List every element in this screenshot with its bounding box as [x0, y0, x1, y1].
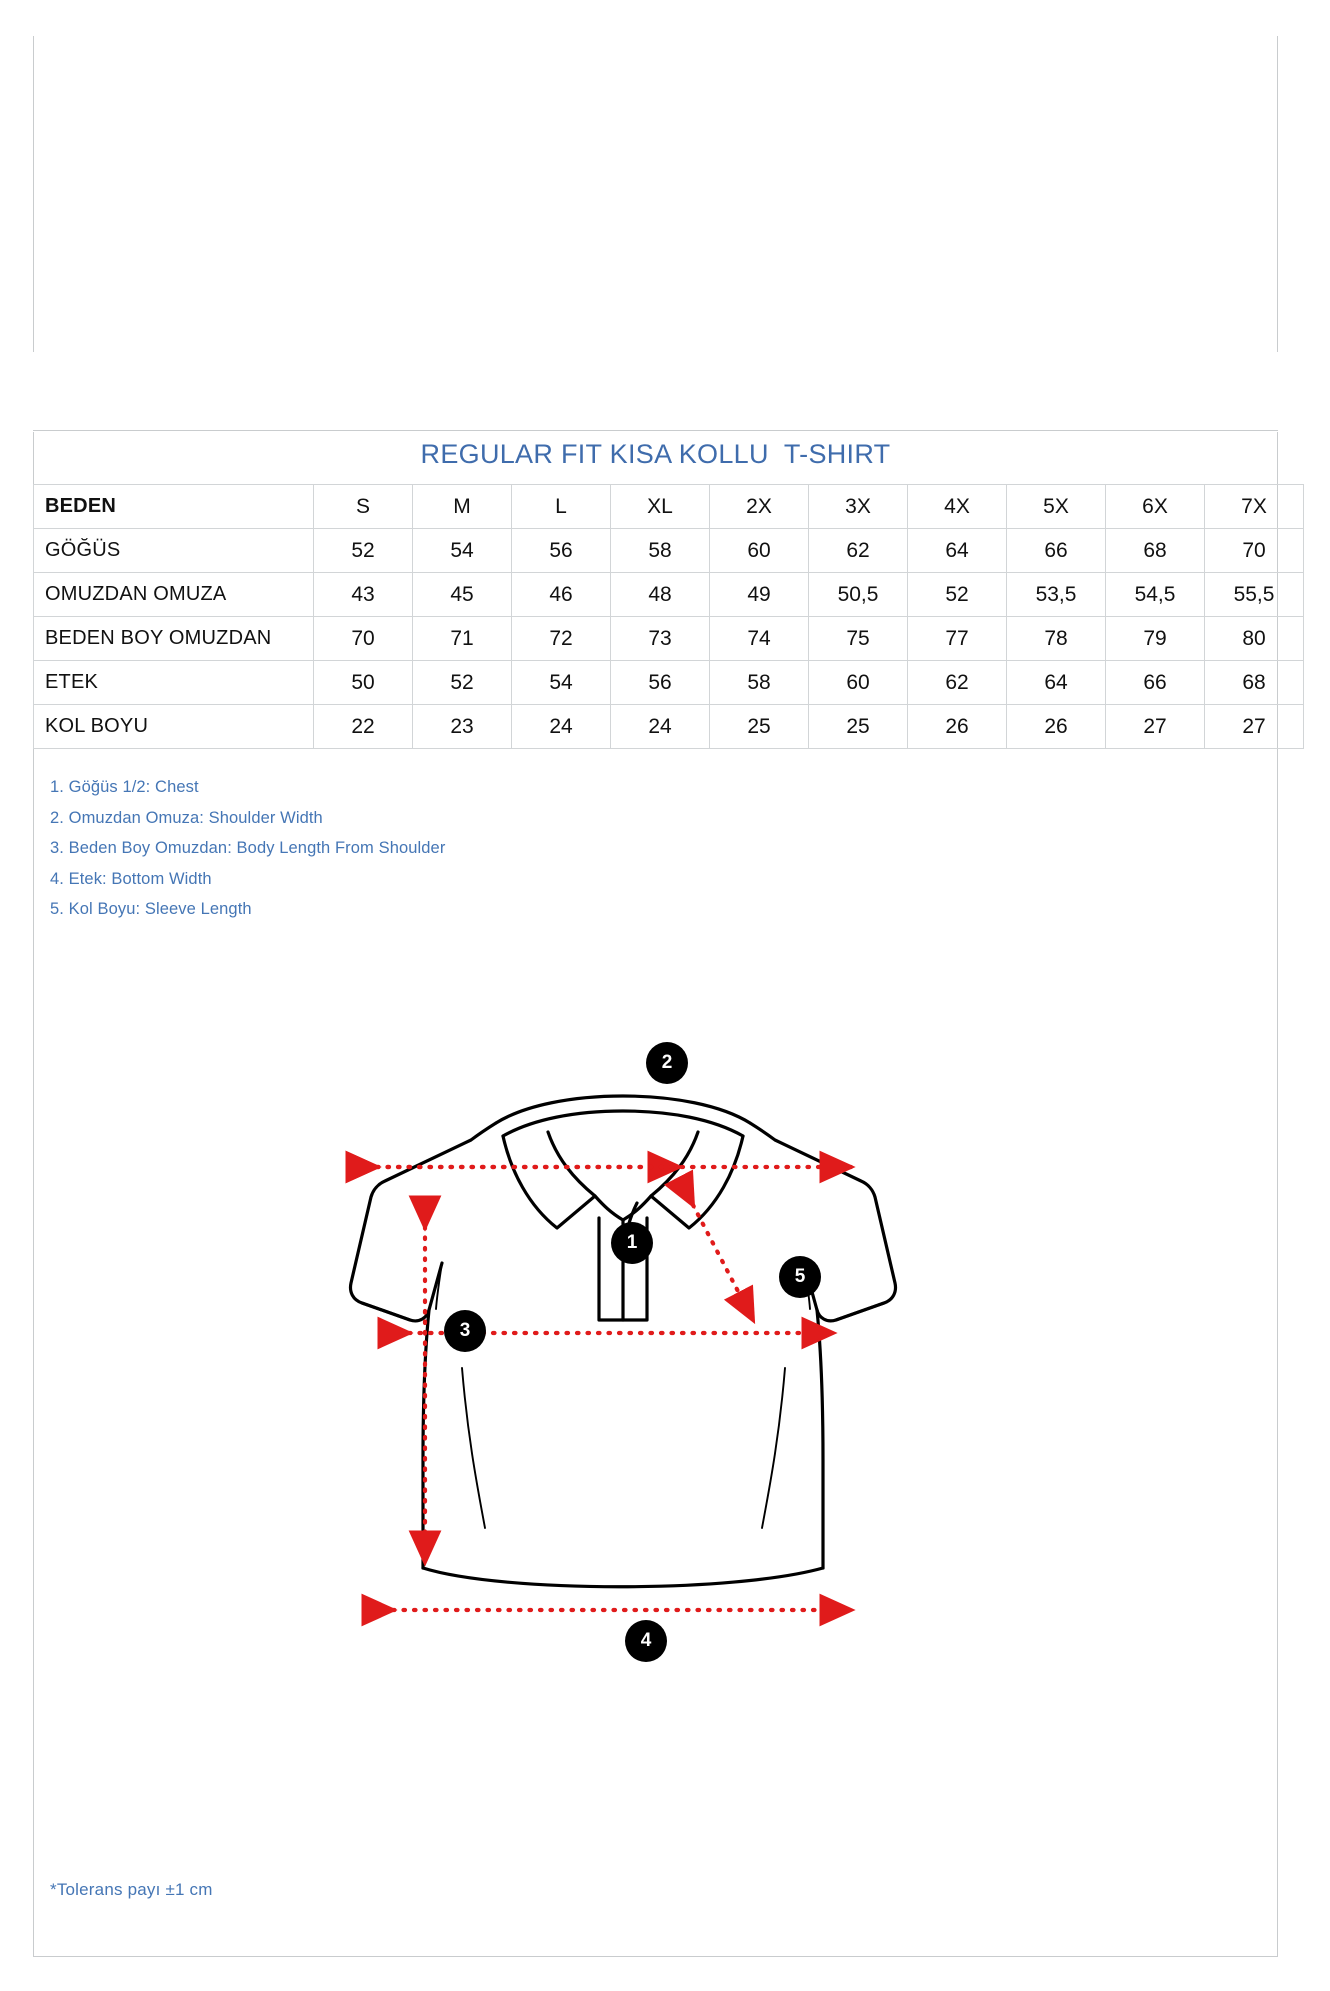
size-chart-table-container: BEDEN S M L XL 2X 3X 4X 5X 6X 7X GÖĞÜS 52 54 56 58 60 62 6… — [33, 484, 1304, 749]
size-column-header: 4X — [907, 484, 1007, 529]
measurement-value: 70 — [1204, 528, 1304, 573]
frame-mask-top — [20, 20, 1310, 36]
marker-5-badge: 5 — [779, 1256, 821, 1298]
frame-mask-left — [20, 352, 42, 432]
measurement-name: KOL BOYU — [33, 704, 314, 749]
measurement-value: 26 — [1006, 704, 1106, 749]
legend-item: 4. Etek: Bottom Width — [50, 869, 212, 888]
table-header-row: BEDEN S M L XL 2X 3X 4X 5X 6X 7X — [33, 484, 1304, 529]
measurement-value: 26 — [907, 704, 1007, 749]
measurement-value: 23 — [412, 704, 512, 749]
measurement-name: ETEK — [33, 660, 314, 705]
measurement-value: 50,5 — [808, 572, 908, 617]
table-row: KOL BOYU 22 23 24 24 25 25 26 26 27 27 — [33, 704, 1304, 749]
garment-diagram: 2 1 5 3 4 — [33, 1020, 1278, 1810]
table-row: BEDEN BOY OMUZDAN 70 71 72 73 74 75 77 78 79 80 — [33, 616, 1304, 661]
measurement-value: 24 — [610, 704, 710, 749]
frame-mask-right — [1264, 352, 1288, 432]
measurement-value: 71 — [412, 616, 512, 661]
measurement-value: 48 — [610, 572, 710, 617]
measurement-value: 62 — [808, 528, 908, 573]
measurement-value: 50 — [313, 660, 413, 705]
measurement-name: OMUZDAN OMUZA — [33, 572, 314, 617]
measurement-value: 58 — [709, 660, 809, 705]
table-row-header: BEDEN — [33, 484, 314, 529]
marker-3-badge: 3 — [444, 1310, 486, 1352]
size-column-header: XL — [610, 484, 710, 529]
size-column-header: S — [313, 484, 413, 529]
measurement-value: 55,5 — [1204, 572, 1304, 617]
measurement-value: 62 — [907, 660, 1007, 705]
table-row: GÖĞÜS 52 54 56 58 60 62 64 66 68 70 — [33, 528, 1304, 573]
page-title: REGULAR FIT KISA KOLLU T-SHIRT — [420, 439, 891, 469]
measurement-value: 64 — [907, 528, 1007, 573]
measurement-value: 60 — [709, 528, 809, 573]
legend-item: 1. Göğüs 1/2: Chest — [50, 778, 199, 796]
measurement-value: 68 — [1105, 528, 1205, 573]
measurement-value: 79 — [1105, 616, 1205, 661]
measurement-value: 70 — [313, 616, 413, 661]
measurement-value: 56 — [610, 660, 710, 705]
measurement-value: 45 — [412, 572, 512, 617]
measurement-value: 24 — [511, 704, 611, 749]
chart-title-bar: REGULAR FIT KISA KOLLU T-SHIRT — [33, 430, 1278, 478]
measurement-value: 53,5 — [1006, 572, 1106, 617]
marker-1-badge: 1 — [611, 1222, 653, 1264]
measurement-value: 49 — [709, 572, 809, 617]
arrow-sleeve-length — [663, 1169, 756, 1325]
measurement-value: 58 — [610, 528, 710, 573]
measurement-value: 77 — [907, 616, 1007, 661]
marker-1-label: 1 — [626, 1232, 638, 1253]
size-column-header: L — [511, 484, 611, 529]
measurement-value: 64 — [1006, 660, 1106, 705]
measurement-value: 52 — [412, 660, 512, 705]
size-column-header: 6X — [1105, 484, 1205, 529]
measurement-value: 66 — [1006, 528, 1106, 573]
measurement-value: 56 — [511, 528, 611, 573]
size-column-header: 2X — [709, 484, 809, 529]
marker-5-label: 5 — [794, 1266, 806, 1287]
table-row: ETEK 50 52 54 56 58 60 62 64 66 68 — [33, 660, 1304, 705]
measurement-value: 60 — [808, 660, 908, 705]
measurement-value: 73 — [610, 616, 710, 661]
table-row: OMUZDAN OMUZA 43 45 46 48 49 50,5 52 53,5 54,5 55,… — [33, 572, 1304, 617]
measurement-value: 68 — [1204, 660, 1304, 705]
legend-item: 3. Beden Boy Omuzdan: Body Length From S… — [50, 839, 446, 858]
tolerance-note: *Tolerans payı ±1 cm — [50, 1880, 213, 1899]
marker-4-badge: 4 — [625, 1620, 667, 1662]
measurement-value: 52 — [907, 572, 1007, 617]
measurement-value: 75 — [808, 616, 908, 661]
marker-4-label: 4 — [640, 1630, 652, 1651]
size-column-header: 5X — [1006, 484, 1106, 529]
measurement-value: 54,5 — [1105, 572, 1205, 617]
measurement-value: 78 — [1006, 616, 1106, 661]
measurement-name: BEDEN BOY OMUZDAN — [33, 616, 314, 661]
size-chart-table: BEDEN S M L XL 2X 3X 4X 5X 6X 7X GÖĞÜS 52 54 56 58 60 62 6… — [33, 484, 1304, 749]
marker-2-label: 2 — [661, 1052, 673, 1073]
measurement-value: 27 — [1204, 704, 1304, 749]
size-column-header: M — [412, 484, 512, 529]
legend-item: 5. Kol Boyu: Sleeve Length — [50, 900, 252, 919]
marker-3-label: 3 — [459, 1320, 471, 1341]
measurement-value: 54 — [412, 528, 512, 573]
polo-shirt-outline — [348, 1094, 898, 1589]
measurement-value: 72 — [511, 616, 611, 661]
measurement-value: 27 — [1105, 704, 1205, 749]
measurement-value: 80 — [1204, 616, 1304, 661]
measurement-value: 74 — [709, 616, 809, 661]
measurement-name: GÖĞÜS — [33, 528, 314, 573]
measurement-value: 46 — [511, 572, 611, 617]
size-column-header: 7X — [1204, 484, 1304, 529]
measurement-value: 25 — [709, 704, 809, 749]
marker-2-badge: 2 — [646, 1042, 688, 1084]
measurement-value: 54 — [511, 660, 611, 705]
measurement-value: 43 — [313, 572, 413, 617]
measurement-legend: 1. Göğüs 1/2: Chest 2. Omuzdan Omuza: Sho… — [50, 772, 850, 925]
legend-item: 2. Omuzdan Omuza: Shoulder Width — [50, 808, 323, 827]
measurement-value: 66 — [1105, 660, 1205, 705]
measurement-value: 25 — [808, 704, 908, 749]
measurement-value: 52 — [313, 528, 413, 573]
size-column-header: 3X — [808, 484, 908, 529]
measurement-value: 22 — [313, 704, 413, 749]
